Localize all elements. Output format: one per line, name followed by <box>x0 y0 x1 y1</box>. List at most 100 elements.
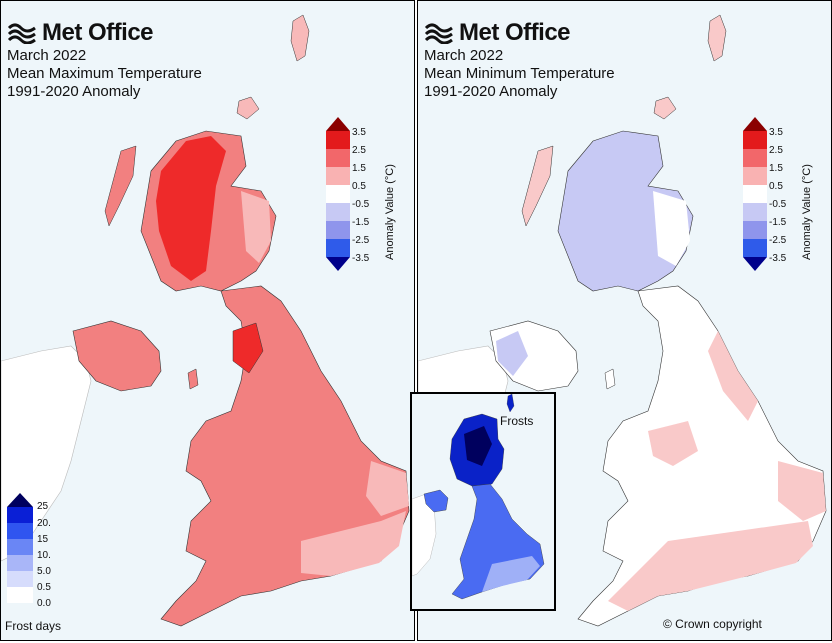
frost-tick-0.5: 0.5 <box>37 582 51 593</box>
shetland <box>290 14 310 62</box>
frost-tick-5: 5.0 <box>37 566 51 577</box>
title-line-variable: Mean Maximum Temperature <box>7 65 202 82</box>
tick-neg1.5: -1.5 <box>769 217 787 228</box>
tmax-title: March 2022 Mean Maximum Temperature 1991… <box>7 47 202 101</box>
tick-2.5: 2.5 <box>352 145 366 156</box>
frost-band-0 <box>7 587 33 603</box>
frost-tick-0: 0.0 <box>37 598 51 609</box>
isle-of-man <box>187 368 199 390</box>
tick-neg0.5: -0.5 <box>352 199 370 210</box>
met-office-wave-icon <box>7 23 36 44</box>
colorbar-band-neg2.5 <box>326 221 350 239</box>
tmax-panel: Met Office March 2022 Mean Maximum Tempe… <box>0 0 415 641</box>
colorbar-band-neutral <box>743 185 767 203</box>
england-wales <box>160 285 410 627</box>
tick-2.5: 2.5 <box>769 145 783 156</box>
south-coast-pink <box>608 521 813 611</box>
colorbar-over-triangle <box>326 117 350 131</box>
frost-legend-caption: Frost days <box>5 619 62 633</box>
frosts-inset-title: Frosts <box>500 414 534 428</box>
inset-south-light <box>482 556 540 592</box>
east-anglia-light <box>366 461 409 516</box>
scotland-east-light <box>241 191 271 263</box>
colorbar-band-neg3.5 <box>326 239 350 257</box>
orkney <box>236 96 260 120</box>
anomaly-axis-label: Anomaly Value (°C) <box>384 164 396 260</box>
brand-name: Met Office <box>459 19 571 46</box>
copyright-notice: © Crown copyright <box>663 617 762 631</box>
title-line-variable: Mean Minimum Temperature <box>424 65 615 82</box>
east-anglia-pink <box>778 461 826 521</box>
colorbar-band-neg2.5 <box>743 221 767 239</box>
scotland-highlands-deep <box>156 136 226 281</box>
colorbar-band-neg1.5 <box>743 203 767 221</box>
frost-band-20 <box>7 507 33 523</box>
east-coast-pink <box>708 331 758 421</box>
frost-band-15 <box>7 523 33 539</box>
frost-tick-10: 10. <box>37 550 51 561</box>
tmin-title: March 2022 Mean Minimum Temperature 1991… <box>424 47 615 101</box>
colorbar-band-neg3.5 <box>743 239 767 257</box>
colorbar-under-triangle <box>743 257 767 271</box>
met-office-logo: Met Office <box>7 19 154 47</box>
colorbar-over-triangle <box>743 117 767 131</box>
title-line-baseline: 1991-2020 Anomaly <box>424 83 558 100</box>
title-line-month: March 2022 <box>424 47 504 64</box>
colorbar-band-1.5-2.5 <box>743 149 767 167</box>
title-line-month: March 2022 <box>7 47 87 64</box>
southeast-light <box>301 511 406 576</box>
brand-name: Met Office <box>42 19 154 46</box>
anomaly-legend: 3.5 2.5 1.5 0.5 -0.5 -1.5 -2.5 -3.5 Anom… <box>743 115 823 275</box>
scotland-east-white <box>653 191 690 266</box>
tick-0.5: 0.5 <box>769 181 783 192</box>
tick-0.5: 0.5 <box>352 181 366 192</box>
anomaly-axis-label: Anomaly Value (°C) <box>801 164 813 260</box>
colorbar-under-triangle <box>326 257 350 271</box>
western-isles <box>104 145 137 227</box>
inset-shetland <box>506 394 515 413</box>
colorbar-band-1.5-2.5 <box>326 149 350 167</box>
met-office-logo: Met Office <box>424 19 571 47</box>
frost-band-5 <box>7 555 33 571</box>
frosts-inset-map: Frosts <box>410 392 556 611</box>
inset-northern-ireland <box>423 489 449 513</box>
tick-neg2.5: -2.5 <box>352 235 370 246</box>
tick-neg3.5: -3.5 <box>769 253 787 264</box>
tick-3.5: 3.5 <box>352 127 366 138</box>
frost-tick-15: 15 <box>37 534 49 545</box>
tick-neg0.5: -0.5 <box>769 199 787 210</box>
tick-neg1.5: -1.5 <box>352 217 370 228</box>
frost-tick-25: 25 <box>37 501 49 512</box>
colorbar-band-neutral <box>326 185 350 203</box>
ni-west-blue <box>496 331 528 376</box>
inset-highlands-dark <box>464 426 492 466</box>
anomaly-colorbar <box>326 117 350 271</box>
colorbar-band-neg1.5 <box>326 203 350 221</box>
title-line-baseline: 1991-2020 Anomaly <box>7 83 141 100</box>
orkney <box>653 96 677 120</box>
midlands-pink <box>648 421 698 466</box>
tick-neg3.5: -3.5 <box>352 253 370 264</box>
frost-days-map <box>412 394 545 600</box>
frost-colorbar <box>7 493 33 603</box>
northern-ireland <box>72 320 162 392</box>
met-office-wave-icon <box>424 23 453 44</box>
tick-1.5: 1.5 <box>769 163 783 174</box>
tick-3.5: 3.5 <box>769 127 783 138</box>
frost-tick-20: 20. <box>37 518 51 529</box>
colorbar-band-2.5-3.5 <box>743 131 767 149</box>
tick-neg2.5: -2.5 <box>769 235 787 246</box>
colorbar-band-0.5-1.5 <box>326 167 350 185</box>
shetland <box>707 14 727 62</box>
cumbria-deep <box>232 322 264 374</box>
anomaly-legend: 3.5 2.5 1.5 0.5 -0.5 -1.5 -2.5 -3.5 Anom… <box>326 115 406 275</box>
frost-band-10 <box>7 539 33 555</box>
frost-over-triangle <box>7 493 33 507</box>
colorbar-band-0.5-1.5 <box>743 167 767 185</box>
isle-of-man <box>604 368 616 390</box>
frost-band-0.5 <box>7 571 33 587</box>
colorbar-band-2.5-3.5 <box>326 131 350 149</box>
frost-legend: 25 20. 15 10. 5.0 0.5 0.0 <box>7 491 77 640</box>
tick-1.5: 1.5 <box>352 163 366 174</box>
anomaly-colorbar <box>743 117 767 271</box>
